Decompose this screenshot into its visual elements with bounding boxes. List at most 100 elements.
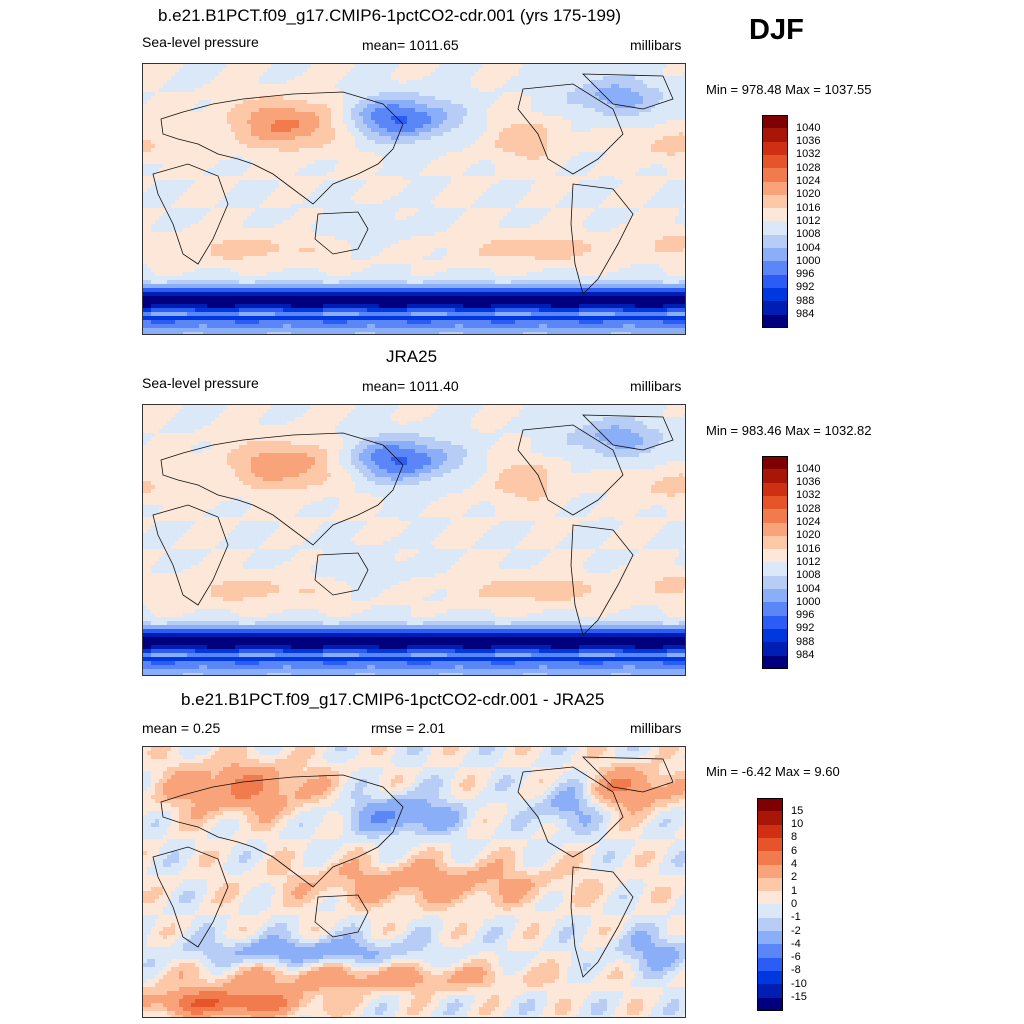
field-cell — [331, 192, 336, 197]
field-cell — [383, 200, 388, 205]
field-cell — [655, 200, 660, 205]
field-cell — [407, 192, 412, 197]
field-cell — [639, 104, 644, 109]
field-cell — [243, 192, 248, 197]
field-cell — [679, 156, 684, 161]
field-cell — [143, 148, 148, 153]
field-cell — [639, 124, 644, 129]
field-cell — [575, 140, 580, 145]
field-cell — [303, 152, 308, 157]
field-cell — [611, 76, 616, 81]
field-cell — [683, 112, 685, 117]
field-cell — [499, 104, 504, 109]
field-cell — [411, 172, 416, 177]
field-cell — [467, 152, 472, 157]
field-cell — [623, 188, 628, 193]
field-cell — [575, 100, 580, 105]
field-cell — [463, 136, 468, 141]
field-cell — [443, 208, 448, 213]
field-cell — [331, 92, 336, 97]
field-cell — [647, 200, 652, 205]
field-cell — [455, 192, 460, 197]
field-cell — [423, 200, 428, 205]
field-cell — [147, 108, 152, 113]
field-cell — [603, 164, 608, 169]
field-cell — [615, 180, 620, 185]
field-cell — [367, 72, 372, 77]
field-cell — [187, 72, 192, 77]
field-cell — [347, 84, 352, 89]
field-cell — [275, 120, 280, 125]
field-cell — [639, 108, 644, 113]
field-cell — [659, 92, 664, 97]
field-cell — [467, 116, 472, 121]
field-cell — [179, 152, 184, 157]
field-cell — [355, 188, 360, 193]
field-cell — [683, 160, 685, 165]
field-cell — [255, 124, 260, 129]
field-cell — [223, 168, 228, 173]
field-cell — [347, 204, 352, 209]
field-cell — [215, 180, 220, 185]
field-cell — [679, 64, 684, 69]
field-cell — [423, 164, 428, 169]
field-cell — [147, 208, 152, 213]
field-cell — [595, 148, 600, 153]
field-cell — [623, 80, 628, 85]
field-cell — [327, 104, 332, 109]
field-cell — [599, 156, 604, 161]
field-cell — [399, 72, 404, 77]
field-cell — [347, 124, 352, 129]
field-cell — [655, 72, 660, 77]
field-cell — [211, 184, 216, 189]
field-cell — [231, 88, 236, 93]
field-cell — [631, 156, 636, 161]
field-cell — [563, 68, 568, 73]
field-cell — [415, 180, 420, 185]
field-cell — [371, 176, 376, 181]
field-cell — [307, 160, 312, 165]
field-cell — [575, 72, 580, 77]
field-cell — [283, 204, 288, 209]
field-cell — [251, 196, 256, 201]
field-cell — [535, 104, 540, 109]
field-cell — [559, 112, 564, 117]
field-cell — [287, 164, 292, 169]
field-cell — [219, 184, 224, 189]
field-cell — [639, 68, 644, 73]
field-cell — [295, 112, 300, 117]
field-cell — [311, 136, 316, 141]
field-cell — [343, 128, 348, 133]
field-cell — [207, 176, 212, 181]
field-cell — [151, 88, 156, 93]
field-cell — [471, 148, 476, 153]
field-cell — [351, 172, 356, 177]
field-cell — [471, 144, 476, 149]
field-cell — [251, 104, 256, 109]
field-cell — [187, 124, 192, 129]
field-cell — [239, 196, 244, 201]
field-cell — [647, 156, 652, 161]
field-cell — [319, 128, 324, 133]
field-cell — [375, 84, 380, 89]
field-cell — [435, 180, 440, 185]
field-cell — [319, 164, 324, 169]
field-cell — [567, 188, 572, 193]
field-cell — [435, 88, 440, 93]
field-cell — [199, 160, 204, 165]
field-cell — [391, 200, 396, 205]
field-cell — [431, 92, 436, 97]
field-cell — [291, 128, 296, 133]
field-cell — [559, 68, 564, 73]
field-cell — [487, 148, 492, 153]
field-cell — [267, 136, 272, 141]
field-cell — [455, 100, 460, 105]
field-cell — [239, 76, 244, 81]
field-cell — [375, 156, 380, 161]
field-cell — [271, 168, 276, 173]
field-cell — [587, 200, 592, 205]
field-cell — [143, 140, 148, 145]
field-cell — [179, 112, 184, 117]
field-cell — [527, 68, 532, 73]
field-cell — [335, 176, 340, 181]
